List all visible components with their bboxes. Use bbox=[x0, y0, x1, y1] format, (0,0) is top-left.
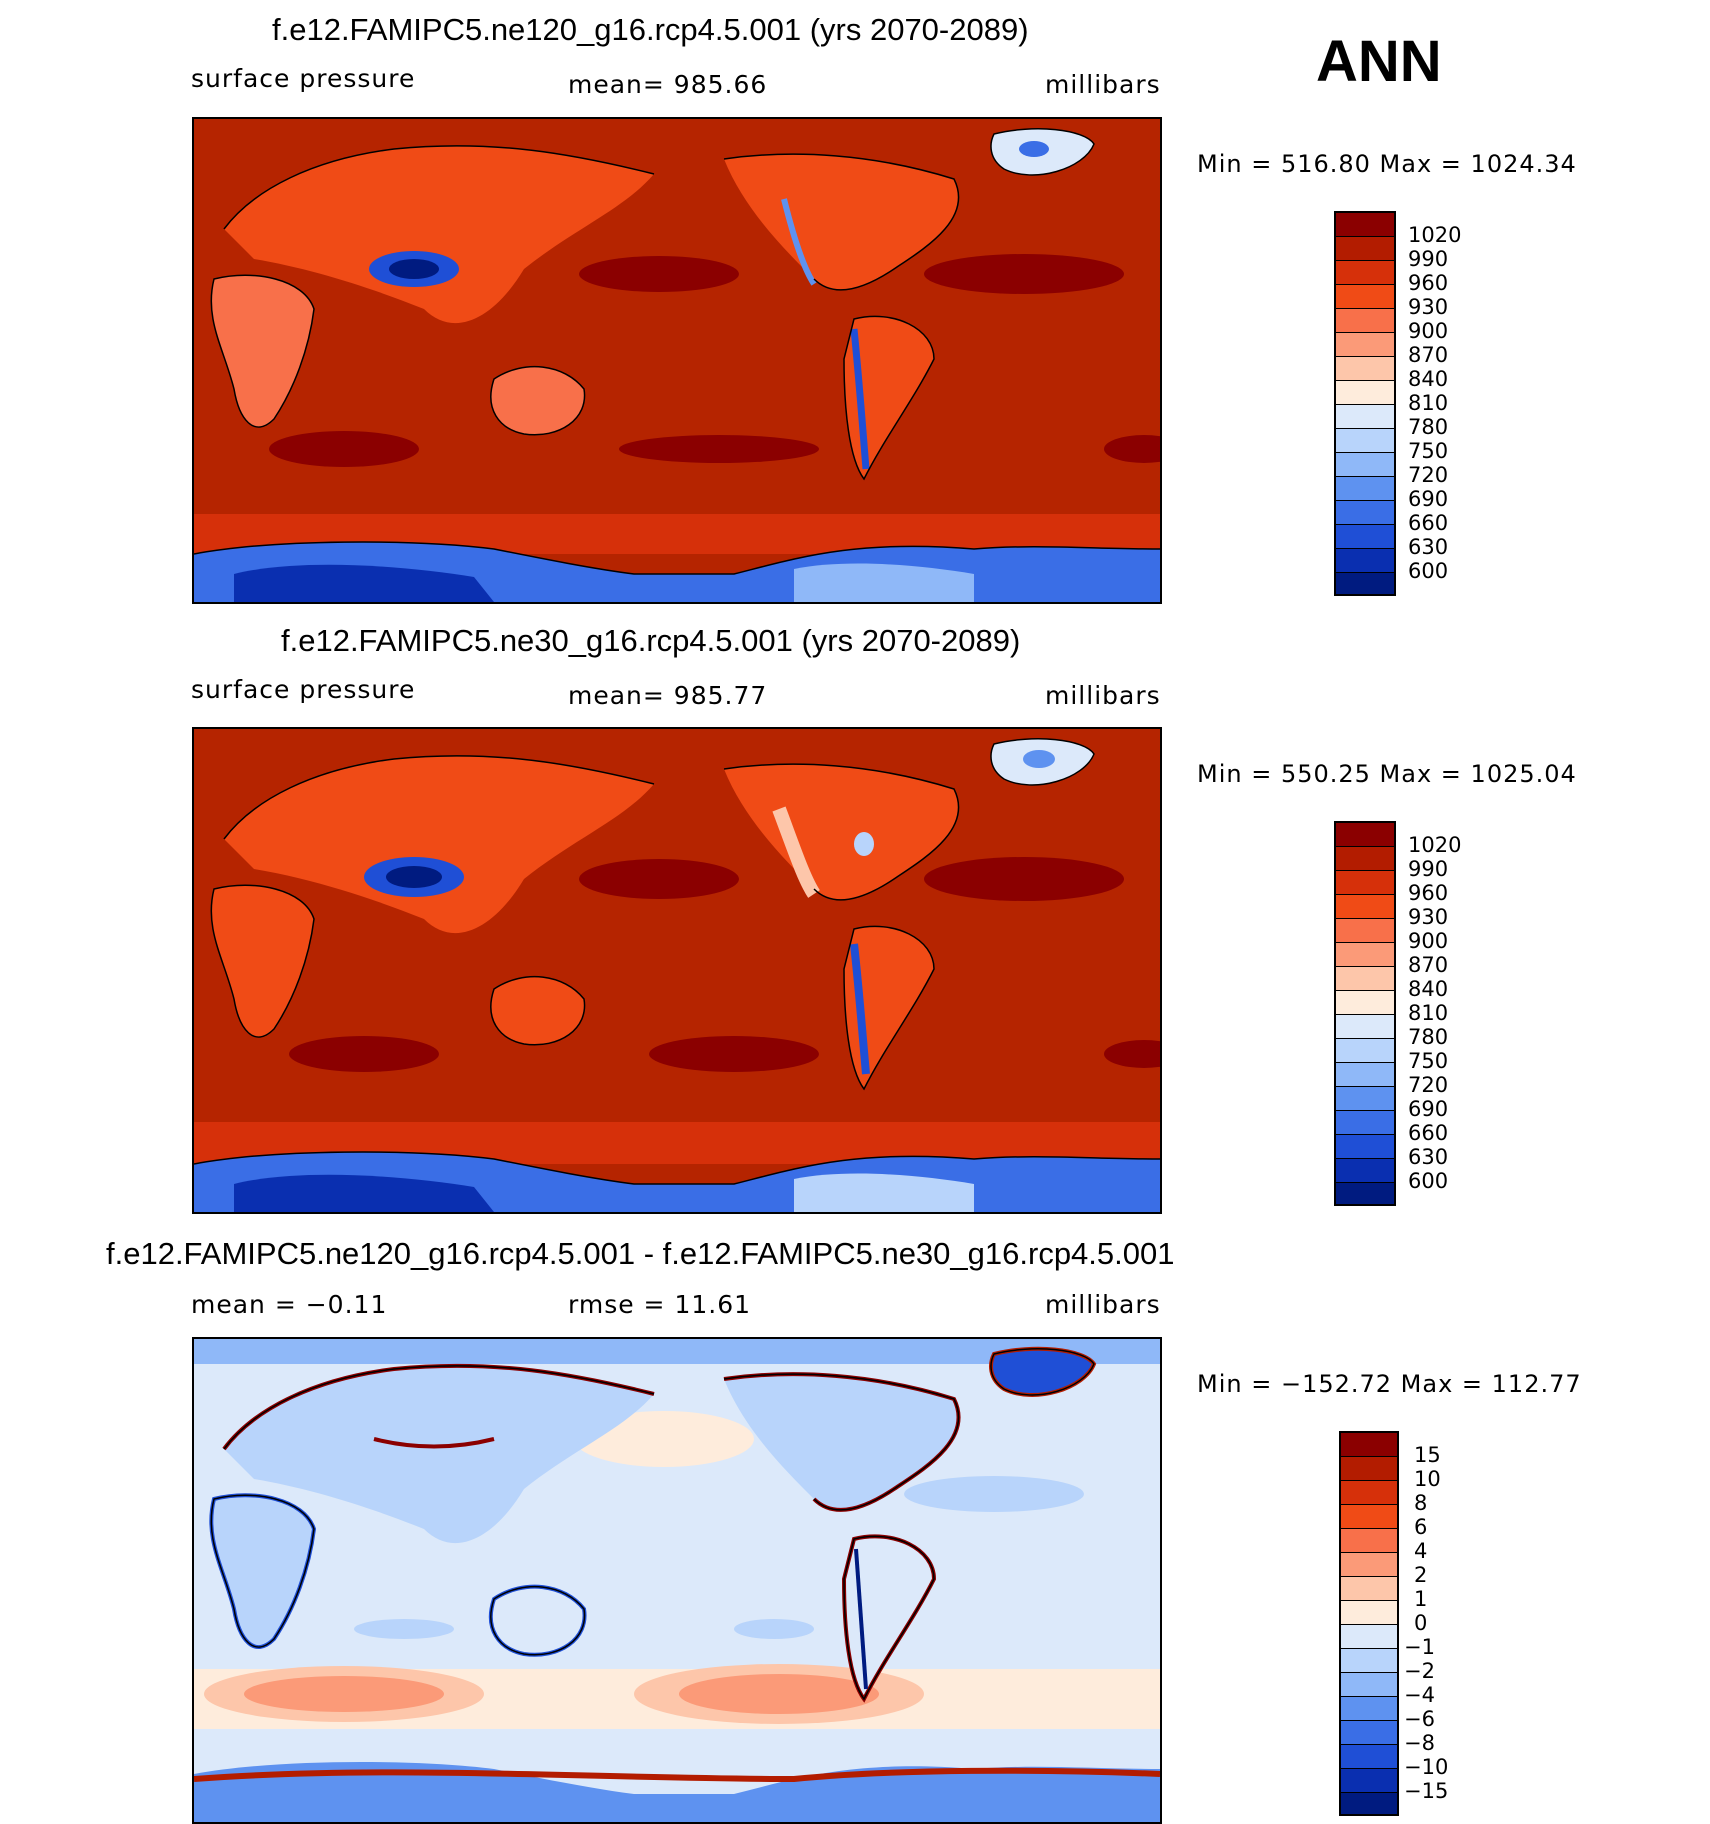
panel1-cb-label: 750 bbox=[1408, 439, 1449, 463]
panel3-cb-label: −1 bbox=[1404, 1635, 1435, 1659]
panel1-colorbar bbox=[1334, 211, 1396, 596]
panel3-map-canvas bbox=[194, 1339, 1160, 1822]
panel3-units-label: millibars bbox=[1045, 1290, 1161, 1319]
panel3-minmax: Min = −152.72 Max = 112.77 bbox=[1197, 1370, 1582, 1398]
season-label: ANN bbox=[1316, 29, 1442, 94]
panel3-map bbox=[192, 1337, 1162, 1824]
panel1-cb-label: 810 bbox=[1408, 391, 1449, 415]
panel1-cb-label: 960 bbox=[1408, 271, 1449, 295]
panel3-cb-label: −8 bbox=[1404, 1731, 1435, 1755]
panel3-cb-label: 10 bbox=[1414, 1467, 1441, 1491]
panel1-cb-label: 660 bbox=[1408, 511, 1449, 535]
panel1-cb-label: 630 bbox=[1408, 535, 1449, 559]
panel3-cb-label: 2 bbox=[1414, 1563, 1428, 1587]
panel2-cb-label: 810 bbox=[1408, 1001, 1449, 1025]
panel2-cb-label: 1020 bbox=[1408, 833, 1462, 857]
panel2-cb-label: 840 bbox=[1408, 977, 1449, 1001]
panel3-colorbar bbox=[1339, 1431, 1399, 1816]
panel2-cb-label: 990 bbox=[1408, 857, 1449, 881]
panel1-map-canvas bbox=[194, 119, 1160, 602]
panel2-cb-label: 720 bbox=[1408, 1073, 1449, 1097]
panel2-variable-label: surface pressure bbox=[191, 675, 416, 704]
panel2-mean-label: mean= 985.77 bbox=[568, 681, 768, 710]
panel1-cb-label: 780 bbox=[1408, 415, 1449, 439]
panel1-map bbox=[192, 117, 1162, 604]
panel3-cb-label: 4 bbox=[1414, 1539, 1428, 1563]
panel1-cb-label: 870 bbox=[1408, 343, 1449, 367]
panel1-cb-label: 930 bbox=[1408, 295, 1449, 319]
panel2-map-canvas bbox=[194, 729, 1160, 1212]
panel1-mean-label: mean= 985.66 bbox=[568, 70, 768, 99]
panel2-cb-label: 690 bbox=[1408, 1097, 1449, 1121]
panel3-cb-label: 1 bbox=[1414, 1587, 1428, 1611]
panel1-cb-label: 600 bbox=[1408, 559, 1449, 583]
panel2-cb-label: 750 bbox=[1408, 1049, 1449, 1073]
panel3-rmse-label: rmse = 11.61 bbox=[568, 1290, 752, 1319]
panel1-cb-label: 990 bbox=[1408, 247, 1449, 271]
panel2-cb-label: 930 bbox=[1408, 905, 1449, 929]
panel1-minmax: Min = 516.80 Max = 1024.34 bbox=[1197, 150, 1577, 178]
panel1-cb-label: 1020 bbox=[1408, 223, 1462, 247]
panel2-title: f.e12.FAMIPC5.ne30_g16.rcp4.5.001 (yrs 2… bbox=[281, 623, 1021, 658]
panel3-cb-label: −4 bbox=[1404, 1683, 1435, 1707]
panel1-cb-label: 690 bbox=[1408, 487, 1449, 511]
panel2-cb-label: 630 bbox=[1408, 1145, 1449, 1169]
panel1-cb-label: 720 bbox=[1408, 463, 1449, 487]
panel3-cb-label: −10 bbox=[1404, 1755, 1449, 1779]
panel3-mean-label: mean = −0.11 bbox=[191, 1290, 388, 1319]
panel2-cb-label: 960 bbox=[1408, 881, 1449, 905]
panel3-cb-label: 15 bbox=[1414, 1443, 1441, 1467]
panel3-title: f.e12.FAMIPC5.ne120_g16.rcp4.5.001 - f.e… bbox=[106, 1236, 1175, 1271]
panel1-units-label: millibars bbox=[1045, 70, 1161, 99]
panel2-colorbar bbox=[1334, 821, 1396, 1206]
panel1-title: f.e12.FAMIPC5.ne120_g16.rcp4.5.001 (yrs … bbox=[272, 12, 1029, 47]
panel3-cb-label: 8 bbox=[1414, 1491, 1428, 1515]
panel2-map bbox=[192, 727, 1162, 1214]
panel2-minmax: Min = 550.25 Max = 1025.04 bbox=[1197, 760, 1577, 788]
panel3-cb-label: −15 bbox=[1404, 1779, 1449, 1803]
panel3-cb-label: −2 bbox=[1404, 1659, 1435, 1683]
panel2-cb-label: 600 bbox=[1408, 1169, 1449, 1193]
panel2-units-label: millibars bbox=[1045, 681, 1161, 710]
panel3-cb-label: 6 bbox=[1414, 1515, 1428, 1539]
panel2-cb-label: 870 bbox=[1408, 953, 1449, 977]
panel2-cb-label: 660 bbox=[1408, 1121, 1449, 1145]
panel1-cb-label: 840 bbox=[1408, 367, 1449, 391]
panel1-variable-label: surface pressure bbox=[191, 64, 416, 93]
panel3-cb-label: −6 bbox=[1404, 1707, 1435, 1731]
panel3-cb-label: 0 bbox=[1414, 1611, 1428, 1635]
panel2-cb-label: 780 bbox=[1408, 1025, 1449, 1049]
panel1-cb-label: 900 bbox=[1408, 319, 1449, 343]
panel2-cb-label: 900 bbox=[1408, 929, 1449, 953]
